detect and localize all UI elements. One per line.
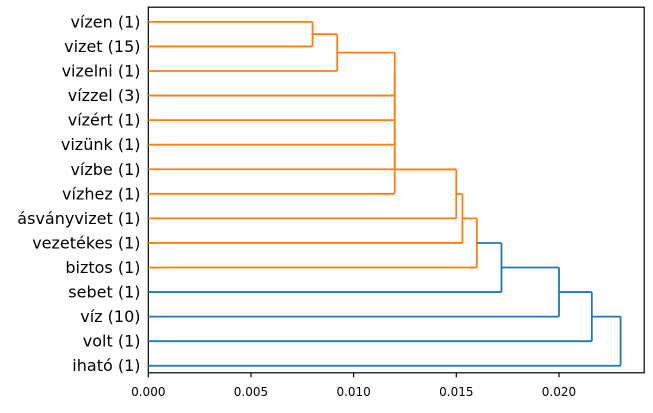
leaf-label: iható (1)	[72, 356, 140, 375]
x-tick-label: 0.015	[439, 385, 473, 399]
leaf-label: víz (10)	[80, 307, 140, 326]
leaf-label: vízhez (1)	[62, 184, 140, 203]
leaf-label: vizelni (1)	[62, 62, 141, 81]
leaf-label: biztos (1)	[65, 258, 140, 277]
leaf-label: vezetékes (1)	[32, 233, 140, 252]
leaf-label: vizet (15)	[64, 37, 140, 56]
leaf-label: vízbe (1)	[70, 160, 140, 179]
leaf-label: vízért (1)	[68, 111, 141, 130]
plot-frame	[147, 6, 645, 374]
x-tick-label: 0.000	[131, 385, 165, 399]
leaf-label: sebet (1)	[68, 283, 140, 302]
x-tick-label: 0.020	[542, 385, 576, 399]
leaf-label: vízen (1)	[70, 12, 140, 31]
leaf-label: ásványvizet (1)	[17, 209, 140, 228]
leaf-label: volt (1)	[83, 332, 141, 351]
leaf-label: vizünk (1)	[61, 135, 141, 154]
x-tick-label: 0.005	[234, 385, 268, 399]
leaf-label: vízzel (3)	[68, 86, 141, 105]
x-tick-label: 0.010	[336, 385, 370, 399]
